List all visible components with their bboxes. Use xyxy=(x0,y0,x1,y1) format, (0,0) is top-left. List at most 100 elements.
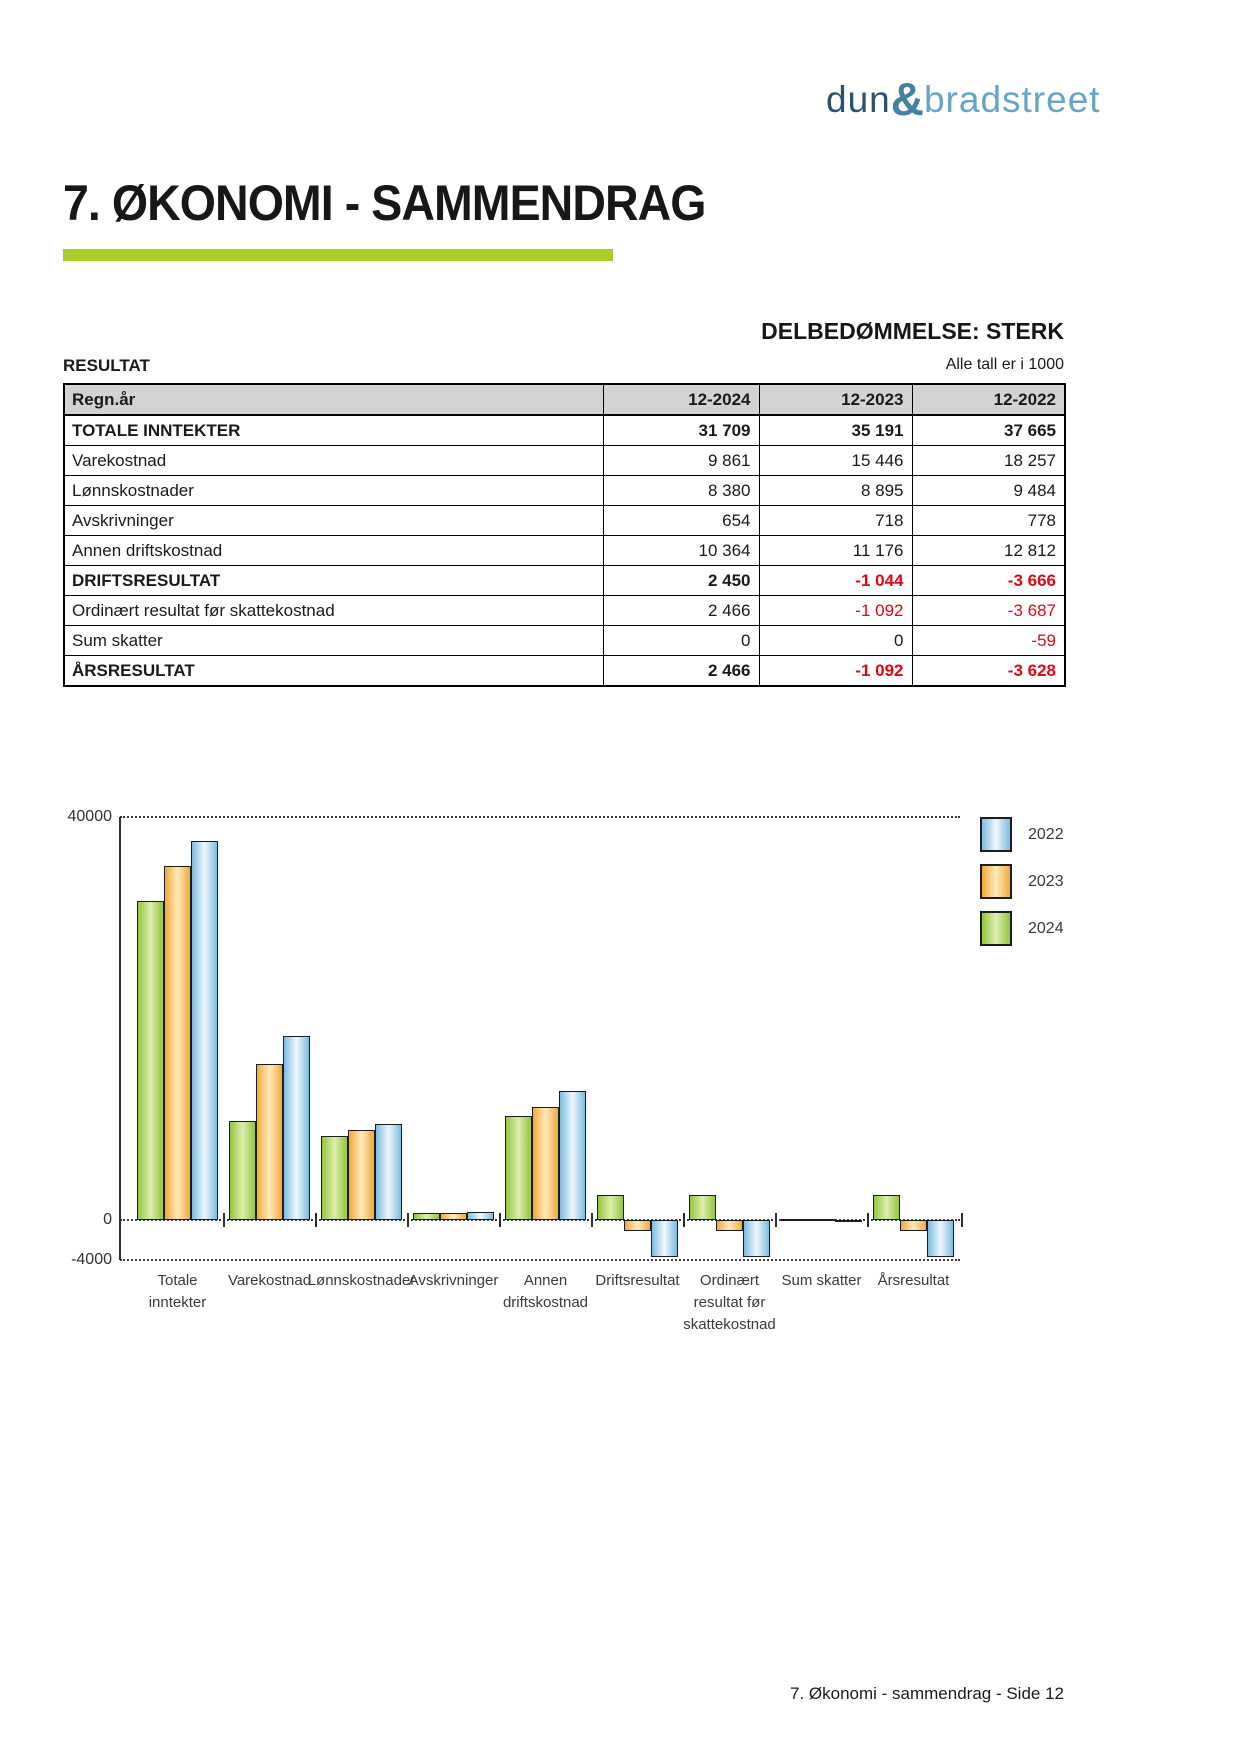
cell-value: 10 364 xyxy=(602,535,760,566)
category-label: Avskrivninger xyxy=(392,1270,516,1292)
row-label: Avskrivninger xyxy=(63,505,604,536)
row-label: DRIFTSRESULTAT xyxy=(63,565,604,596)
x-axis-tick xyxy=(867,1213,869,1227)
cell-value: 2 466 xyxy=(602,595,760,626)
table-row: Sum skatter 0 0 -59 xyxy=(63,625,1066,656)
bar-2022 xyxy=(743,1220,770,1258)
table-row: DRIFTSRESULTAT 2 450 -1 044 -3 666 xyxy=(63,565,1066,596)
cell-value: 778 xyxy=(911,505,1066,536)
cell-value: 2 450 xyxy=(602,565,760,596)
category-label-line: skattekostnad xyxy=(683,1316,776,1333)
category-label: Totale inntekter xyxy=(116,1270,240,1314)
legend-label-2023: 2023 xyxy=(1028,873,1064,890)
category-label-line: resultat før xyxy=(693,1294,766,1311)
cell-value: 15 446 xyxy=(758,445,913,476)
cell-value: 8 895 xyxy=(758,475,913,506)
x-axis-tick xyxy=(315,1213,317,1227)
y-axis-tick-label: 40000 xyxy=(67,808,113,825)
table-section-label: RESULTAT xyxy=(63,356,150,375)
row-label: Varekostnad xyxy=(63,445,604,476)
category-label-line: Annen xyxy=(523,1272,568,1289)
bar-2024 xyxy=(137,900,164,1220)
cell-value: -59 xyxy=(911,625,1066,656)
bar-2024 xyxy=(597,1195,624,1220)
cell-value: 12 812 xyxy=(911,535,1066,566)
category-label-line: Totale xyxy=(157,1272,198,1289)
table-header-row: Regn.år 12-2024 12-2023 12-2022 xyxy=(63,383,1066,416)
category-label-line: Avskrivninger xyxy=(408,1272,499,1289)
table-row: Ordinært resultat før skattekostnad 2 46… xyxy=(63,595,1066,626)
cell-value: 2 466 xyxy=(602,655,760,687)
bar-2024 xyxy=(689,1195,716,1220)
bar-2022 xyxy=(191,840,218,1220)
row-label: Sum skatter xyxy=(63,625,604,656)
x-axis-tick xyxy=(591,1213,593,1227)
x-axis-tick xyxy=(407,1213,409,1227)
sub-rating-heading: DELBEDØMMELSE: STERK xyxy=(761,318,1064,344)
bar-2023 xyxy=(532,1107,559,1220)
logo-word-bradstreet: bradstreet xyxy=(923,79,1101,120)
column-header-2023: 12-2023 xyxy=(758,383,913,416)
legend-label-2024: 2024 xyxy=(1028,920,1064,937)
bar-2024 xyxy=(781,1219,808,1221)
y-axis-tick-label: 0 xyxy=(103,1211,112,1228)
bar-2022 xyxy=(467,1212,494,1220)
category-label-line: Ordinært xyxy=(699,1272,760,1289)
title-underline-bar xyxy=(63,249,613,261)
cell-value: 31 709 xyxy=(602,414,760,446)
cell-value: -3 628 xyxy=(911,655,1066,687)
cell-value: -1 092 xyxy=(758,655,913,687)
bar-2022 xyxy=(283,1036,310,1220)
row-label: ÅRSRESULTAT xyxy=(63,655,604,687)
category-label: Ordinært resultat før skattekostnad xyxy=(668,1270,792,1336)
bar-2023 xyxy=(348,1130,375,1220)
cell-value: -3 666 xyxy=(911,565,1066,596)
cell-value: 718 xyxy=(758,505,913,536)
category-label-line: inntekter xyxy=(148,1294,207,1311)
cell-value: -3 687 xyxy=(911,595,1066,626)
bar-2023 xyxy=(440,1212,467,1220)
bar-2023 xyxy=(900,1220,927,1231)
category-label: Sum skatter xyxy=(760,1270,884,1292)
y-axis-line xyxy=(119,817,121,1261)
row-label: Annen driftskostnad xyxy=(63,535,604,566)
x-axis-tick xyxy=(775,1213,777,1227)
cell-value: 37 665 xyxy=(911,414,1066,446)
table-row: ÅRSRESULTAT 2 466 -1 092 -3 628 xyxy=(63,655,1066,687)
row-label: TOTALE INNTEKTER xyxy=(63,414,604,446)
logo-word-dun: dun xyxy=(826,79,891,120)
cell-value: 9 484 xyxy=(911,475,1066,506)
y-axis-tick-label: -4000 xyxy=(71,1251,112,1269)
dun-bradstreet-logo: dun&bradstreet xyxy=(826,72,1100,126)
category-label: Varekostnad xyxy=(208,1270,332,1292)
column-header-2022: 12-2022 xyxy=(911,383,1066,416)
column-header-2024: 12-2024 xyxy=(602,383,760,416)
cell-value: 11 176 xyxy=(758,535,913,566)
category-label: Driftsresultat xyxy=(576,1270,700,1292)
cell-value: 35 191 xyxy=(758,414,913,446)
cell-value: -1 044 xyxy=(758,565,913,596)
y-gridline xyxy=(120,1259,960,1262)
cell-value: 9 861 xyxy=(602,445,760,476)
bar-2024 xyxy=(321,1135,348,1220)
category-label: Lønnskostnader xyxy=(300,1270,424,1292)
bar-2022 xyxy=(927,1220,954,1257)
x-axis-tick xyxy=(223,1213,225,1227)
table-row: Varekostnad 9 861 15 446 18 257 xyxy=(63,445,1066,476)
column-header-regnar: Regn.år xyxy=(63,383,604,416)
legend-swatch-2024 xyxy=(980,911,1012,946)
bar-2023 xyxy=(808,1219,835,1221)
bar-2022 xyxy=(651,1220,678,1257)
row-label: Ordinært resultat før skattekostnad xyxy=(63,595,604,626)
units-note: Alle tall er i 1000 xyxy=(945,356,1064,373)
bar-2022 xyxy=(375,1124,402,1220)
bar-2023 xyxy=(716,1220,743,1231)
y-gridline xyxy=(120,816,960,818)
bar-2022 xyxy=(559,1090,586,1220)
page-footer: 7. Økonomi - sammendrag - Side 12 xyxy=(789,1684,1064,1703)
x-axis-tick xyxy=(683,1213,685,1227)
category-label: Annen driftskostnad xyxy=(484,1270,608,1314)
table-row: Avskrivninger 654 718 778 xyxy=(63,505,1066,536)
